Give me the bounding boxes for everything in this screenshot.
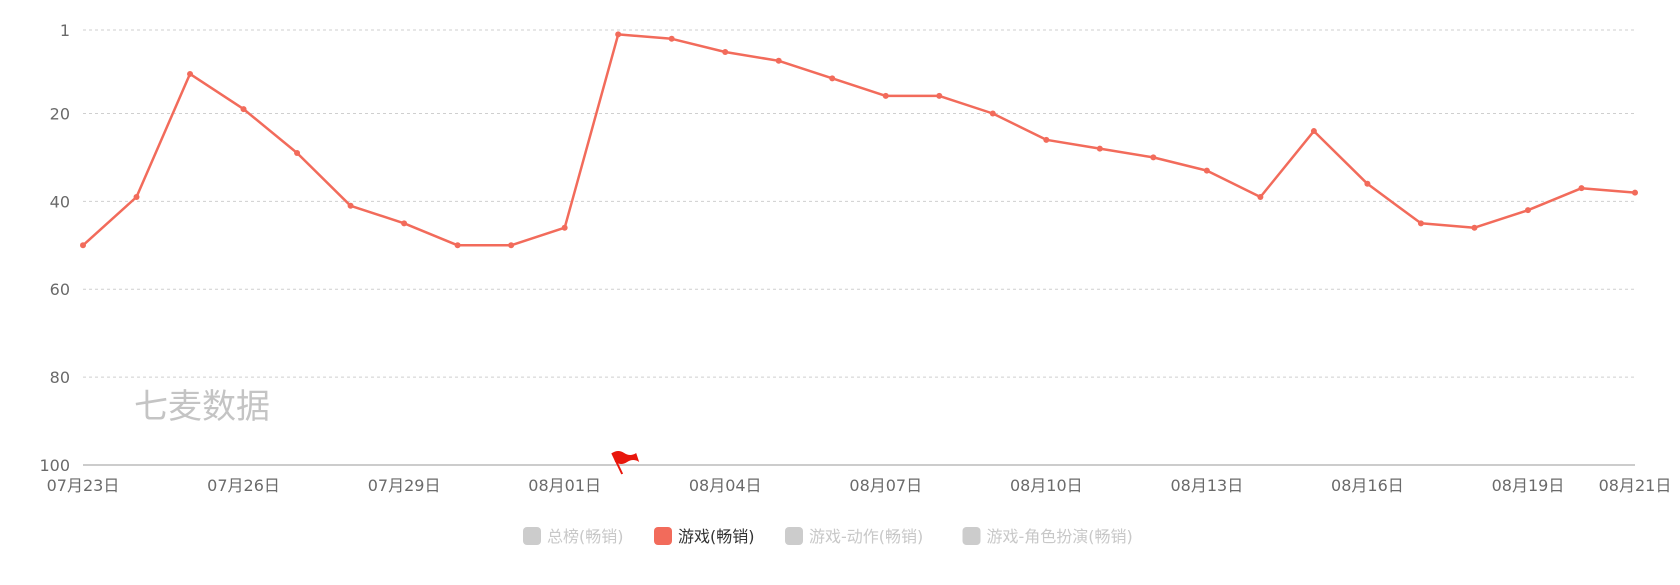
data-point[interactable] — [80, 242, 86, 249]
legend-label: 游戏-动作(畅销) — [809, 527, 923, 546]
legend-item[interactable]: 游戏-角色扮演(畅销) — [962, 527, 1133, 546]
legend-item[interactable]: 游戏(畅销) — [654, 527, 755, 546]
data-point[interactable] — [561, 224, 568, 231]
legend-swatch — [654, 527, 672, 545]
data-point[interactable] — [882, 92, 889, 99]
legend-label: 游戏-角色扮演(畅销) — [987, 527, 1133, 546]
x-tick-label: 08月07日 — [849, 476, 922, 495]
data-point[interactable] — [240, 106, 247, 113]
data-point[interactable] — [454, 242, 461, 249]
watermark-text: 七麦数据 — [134, 387, 270, 427]
data-point[interactable] — [1203, 167, 1210, 174]
data-point[interactable] — [133, 193, 140, 200]
data-point[interactable] — [989, 110, 996, 117]
data-point[interactable] — [508, 242, 515, 249]
y-tick-label: 80 — [50, 368, 70, 387]
data-point[interactable] — [1632, 189, 1638, 196]
data-point[interactable] — [1096, 145, 1103, 152]
x-tick-label: 07月23日 — [47, 476, 120, 495]
data-point[interactable] — [1043, 136, 1050, 143]
legend-label: 游戏(畅销) — [678, 527, 755, 546]
x-tick-label: 08月01日 — [528, 476, 601, 495]
data-point[interactable] — [936, 92, 943, 99]
data-point[interactable] — [1310, 128, 1317, 135]
data-point[interactable] — [1471, 224, 1478, 231]
x-tick-label: 08月04日 — [689, 476, 762, 495]
legend-item[interactable]: 总榜(畅销) — [523, 527, 624, 546]
y-tick-label: 20 — [50, 104, 70, 123]
data-point[interactable] — [722, 48, 729, 55]
flag-icon[interactable] — [611, 451, 640, 475]
legend-swatch — [785, 527, 803, 545]
series-游戏-畅销[interactable] — [80, 31, 1638, 249]
x-tick-label: 08月21日 — [1599, 476, 1672, 495]
legend-swatch — [962, 527, 981, 545]
flag-cloth — [612, 451, 640, 464]
legend-swatch — [523, 527, 541, 545]
y-tick-label: 40 — [50, 192, 70, 211]
y-axis-ticks: 1 20 40 60 80 100 — [39, 21, 70, 475]
series-line — [82, 33, 1636, 247]
data-point[interactable] — [775, 57, 782, 64]
data-point[interactable] — [1524, 207, 1531, 214]
data-point[interactable] — [1417, 220, 1424, 227]
data-point[interactable] — [187, 70, 194, 77]
x-tick-label: 07月29日 — [368, 476, 441, 495]
x-tick-label: 08月10日 — [1010, 476, 1083, 495]
data-point[interactable] — [1150, 154, 1157, 161]
x-tick-label: 08月16日 — [1331, 476, 1404, 495]
x-axis-ticks: 07月23日 07月26日 07月29日 08月01日 08月04日 08月07日 08月1… — [47, 476, 1672, 495]
x-tick-label: 08月13日 — [1170, 476, 1243, 495]
data-point[interactable] — [1578, 185, 1585, 192]
data-point[interactable] — [294, 150, 301, 157]
data-point[interactable] — [1257, 193, 1264, 200]
y-tick-label: 60 — [50, 280, 70, 299]
legend-label: 总榜(畅销) — [547, 527, 624, 546]
x-tick-label: 08月19日 — [1492, 476, 1565, 495]
event-marker[interactable] — [611, 451, 640, 475]
legend: 总榜(畅销) 游戏(畅销) 游戏-动作(畅销) 游戏-角色扮演(畅销) — [523, 527, 1133, 546]
data-point[interactable] — [615, 31, 622, 38]
data-point[interactable] — [401, 220, 408, 227]
data-point[interactable] — [1364, 180, 1371, 187]
data-point[interactable] — [668, 35, 675, 42]
legend-item[interactable]: 游戏-动作(畅销) — [785, 527, 923, 546]
y-tick-label: 100 — [39, 456, 70, 475]
x-tick-label: 07月26日 — [207, 476, 280, 495]
grid-lines — [83, 29, 1635, 378]
y-tick-label: 1 — [60, 21, 70, 40]
data-point[interactable] — [347, 202, 354, 209]
data-point[interactable] — [829, 75, 836, 82]
